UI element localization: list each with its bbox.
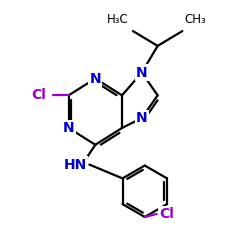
Text: N: N (90, 72, 101, 86)
Text: Cl: Cl (32, 88, 46, 102)
Text: H₃C: H₃C (107, 13, 129, 26)
Text: N: N (63, 121, 74, 135)
Text: Cl: Cl (159, 207, 174, 221)
Text: N: N (136, 111, 147, 125)
Text: HN: HN (64, 158, 87, 172)
Text: N: N (136, 66, 147, 80)
Text: CH₃: CH₃ (184, 13, 206, 26)
